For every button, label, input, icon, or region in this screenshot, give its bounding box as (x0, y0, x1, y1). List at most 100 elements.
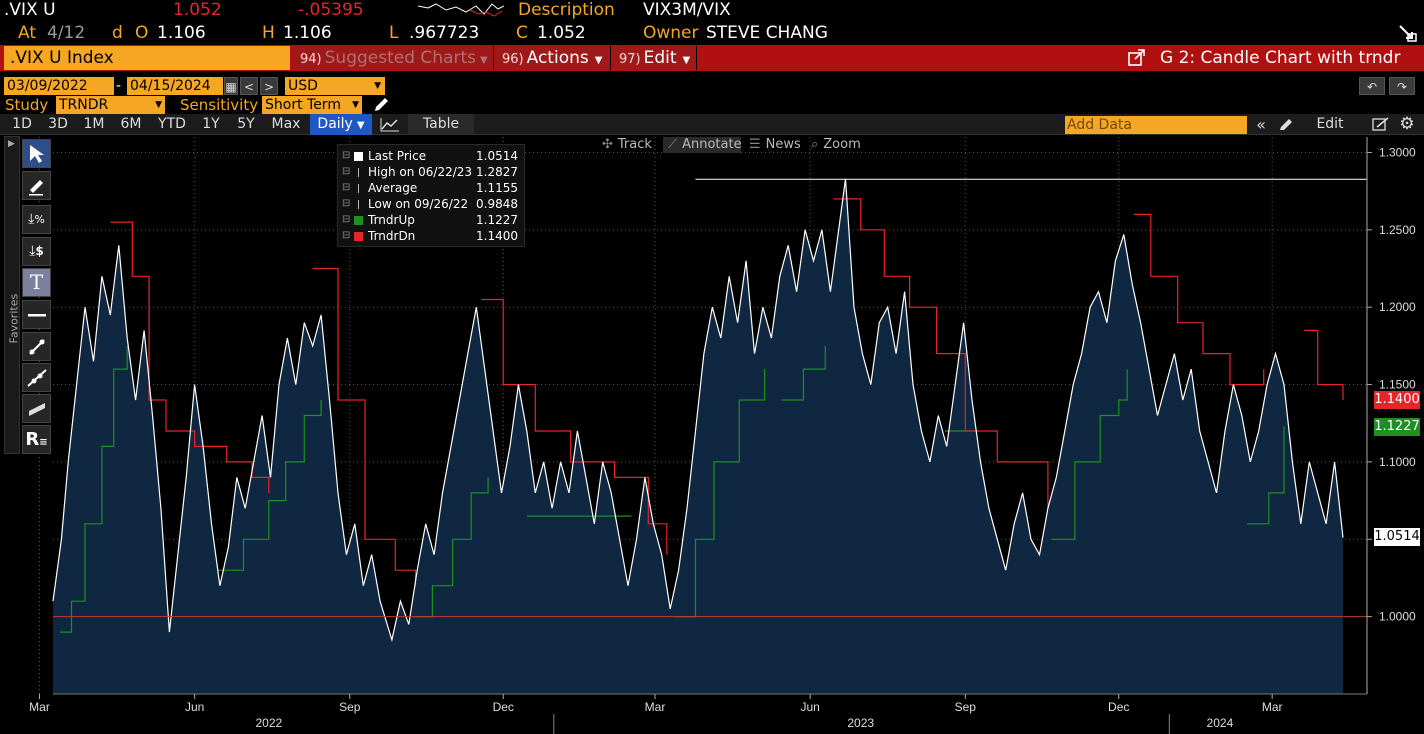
r-tool[interactable]: R≡ (22, 425, 51, 454)
calendar-icon[interactable]: ▦ (224, 77, 238, 95)
draw-tool[interactable] (22, 171, 51, 200)
add-data-input[interactable]: Add Data (1065, 116, 1247, 134)
study-select[interactable]: TRNDR ▼ (56, 96, 165, 114)
legend-swatch (358, 168, 359, 177)
track-button[interactable]: ✣ Track (597, 137, 659, 153)
legend-row[interactable]: ⊟ TrndrUp 1.1227 (338, 212, 524, 228)
favorites-panel[interactable]: ▶ Favorites (4, 136, 21, 454)
legend-key: TrndrDn (368, 229, 416, 243)
annotate-button[interactable]: ⟋ Annotate (663, 137, 742, 153)
period-1m[interactable]: 1M (83, 116, 105, 132)
redo-icon[interactable]: ↷ (1389, 77, 1415, 95)
expand-arrow-icon[interactable]: ▶ (8, 139, 15, 149)
period-ytd[interactable]: YTD (158, 116, 186, 132)
currency-value: USD (288, 78, 318, 94)
currency-select[interactable]: USD ▼ (285, 77, 385, 95)
description-label: Description (518, 0, 615, 20)
suggested-num: 94) (300, 52, 322, 67)
end-date-field[interactable]: 04/15/2024 (127, 77, 223, 95)
undo-icon[interactable]: ↶ (1359, 77, 1385, 95)
legend-value: 1.2827 (476, 165, 518, 179)
trndrup-line (1051, 369, 1128, 540)
frequency-select[interactable]: Daily ▼ (310, 114, 372, 135)
chart-title: G 2: Candle Chart with trndr (1160, 48, 1401, 68)
x-tick-label: Mar (1262, 700, 1283, 714)
legend-toggle-icon[interactable]: ⊟ (342, 198, 351, 209)
period-max[interactable]: Max (271, 116, 301, 132)
percent-tool[interactable]: ⤓% (22, 205, 51, 234)
legend-toggle-icon[interactable]: ⊟ (342, 150, 351, 161)
lines-icon: ≡ (39, 437, 48, 448)
resize-window-icon[interactable] (1398, 24, 1418, 42)
trndrdn-line (833, 198, 1049, 509)
sparkline-icon (418, 3, 504, 17)
security-field[interactable]: .VIX U Index (4, 46, 290, 70)
news-label: News (765, 137, 801, 152)
chart-legend[interactable]: ⊟ Last Price 1.0514 ⊟ High on 06/22/23 1.2827… (337, 144, 525, 247)
table-button[interactable]: Table (408, 114, 474, 135)
legend-row[interactable]: ⊟ High on 06/22/23 1.2827 (338, 164, 524, 180)
low-label: L (389, 23, 399, 43)
legend-value: 1.1227 (476, 213, 518, 227)
year-label: 2024 (1207, 716, 1234, 730)
legend-toggle-icon[interactable]: ⊟ (342, 214, 351, 225)
range-separator: - (116, 78, 122, 94)
y-tick-label: 1.3000 (1379, 145, 1416, 159)
period-1y[interactable]: 1Y (202, 116, 220, 132)
y-tick-label: 1.1000 (1379, 455, 1416, 469)
chevron-down-icon: ▼ (479, 55, 488, 66)
text-tool[interactable]: T (22, 268, 51, 297)
legend-value: 1.0514 (476, 149, 518, 163)
suggested-charts-menu[interactable]: 94) Suggested Charts ▼ (294, 46, 494, 70)
export-chart-icon[interactable] (1372, 117, 1390, 132)
edit-num: 97) (619, 52, 641, 67)
period-1d[interactable]: 1D (12, 116, 32, 132)
axis-layer: 1.00001.05001.10001.15001.20001.25001.30… (29, 137, 1416, 734)
legend-value: 1.1400 (476, 229, 518, 243)
trndrdn-line (1133, 213, 1265, 386)
actions-menu[interactable]: 96) Actions ▼ (496, 46, 611, 70)
change-value: -.05395 (298, 0, 364, 20)
zoom-button[interactable]: ⌕ Zoom (808, 137, 868, 153)
period-6m[interactable]: 6M (120, 116, 142, 132)
chevron-down-icon: ▼ (155, 100, 162, 110)
legend-key: Last Price (368, 149, 427, 163)
launch-icon[interactable] (1128, 49, 1146, 67)
period-5y[interactable]: 5Y (237, 116, 255, 132)
start-date-field[interactable]: 03/09/2022 (4, 77, 114, 95)
legend-row[interactable]: ⊟ Last Price 1.0514 (338, 148, 524, 164)
legend-toggle-icon[interactable]: ⊟ (342, 166, 351, 177)
cursor-arrow-icon (29, 145, 44, 163)
low-value: .967723 (409, 23, 480, 43)
edit-pencil-icon[interactable] (1278, 117, 1294, 132)
news-button[interactable]: ☰ News (746, 137, 804, 153)
year-label: 2023 (847, 716, 874, 730)
trendline-tool[interactable] (22, 332, 51, 361)
horizontal-line-tool[interactable] (22, 300, 51, 329)
legend-row[interactable]: ⊟ Average 1.1155 (338, 180, 524, 196)
trndrup-line (412, 477, 489, 618)
legend-toggle-icon[interactable]: ⊟ (342, 230, 351, 241)
legend-row[interactable]: ⊟ TrndrDn 1.1400 (338, 228, 524, 244)
period-3d[interactable]: 3D (48, 116, 68, 132)
percent-symbol: % (34, 213, 45, 226)
pointer-tool[interactable] (22, 139, 51, 168)
horizontal-line-icon (27, 314, 46, 317)
prev-arrow-icon[interactable]: < (240, 77, 258, 95)
settings-gear-icon[interactable]: ⚙ (1399, 114, 1415, 134)
edit-menu[interactable]: 97) Edit ▼ (613, 46, 697, 70)
legend-toggle-icon[interactable]: ⊟ (342, 182, 351, 193)
pencil-icon[interactable] (372, 96, 390, 114)
actions-num: 96) (502, 52, 524, 67)
ray-tool[interactable] (22, 363, 51, 392)
line-chart-icon[interactable] (380, 117, 400, 132)
dollar-tool[interactable]: ⤓$ (22, 237, 51, 266)
next-arrow-icon[interactable]: > (260, 77, 278, 95)
legend-row[interactable]: ⊟ Low on 09/26/22 0.9848 (338, 196, 524, 212)
channel-tool[interactable] (22, 394, 51, 423)
collapse-icon[interactable]: « (1256, 115, 1266, 134)
percent-arrow-icon: ⤓ (28, 211, 35, 227)
sensitivity-select[interactable]: Short Term ▼ (262, 96, 362, 114)
legend-key: High on 06/22/23 (368, 165, 473, 179)
